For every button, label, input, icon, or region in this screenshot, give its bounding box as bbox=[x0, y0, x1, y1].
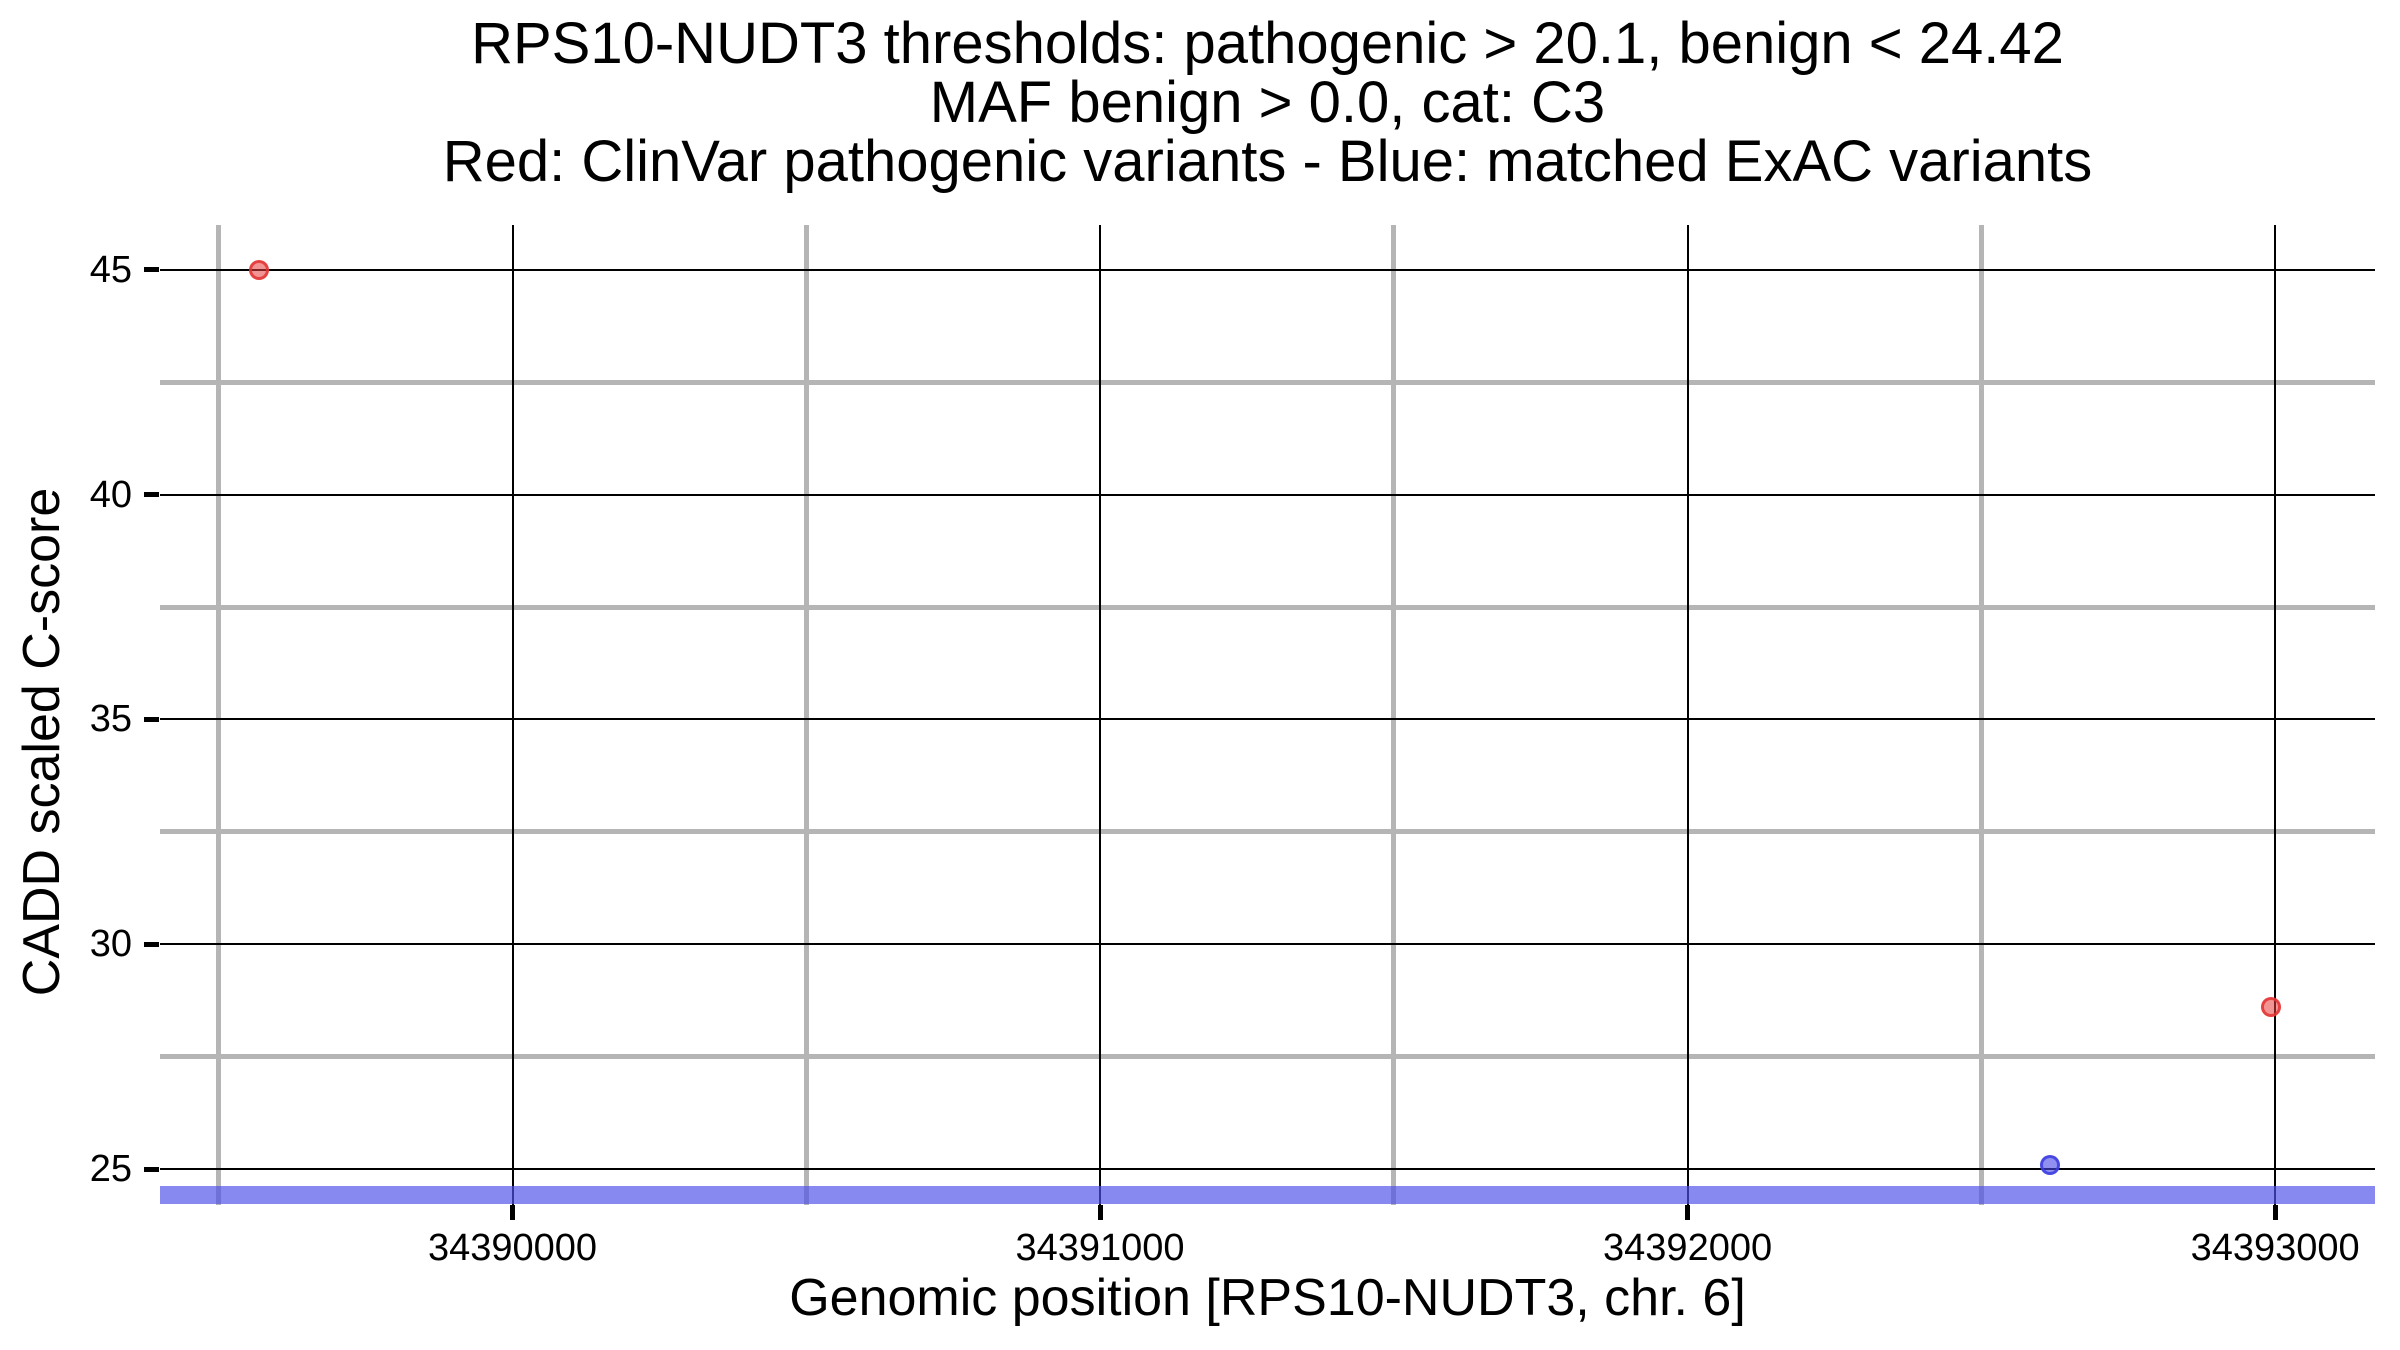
y-tick-label: 35 bbox=[89, 698, 132, 741]
x-tick-label: 34390000 bbox=[427, 1227, 598, 1269]
x-tick bbox=[2272, 1205, 2278, 1220]
x-minor-gridline bbox=[1978, 225, 1984, 1205]
x-axis-title: Genomic position [RPS10-NUDT3, chr. 6] bbox=[789, 1269, 1746, 1327]
x-minor-gridline bbox=[216, 225, 222, 1205]
y-tick bbox=[144, 267, 159, 273]
y-major-gridline bbox=[160, 493, 2375, 496]
y-tick-label: 45 bbox=[89, 248, 132, 291]
x-minor-gridline bbox=[803, 225, 809, 1205]
chart-title-line-3: Red: ClinVar pathogenic variants - Blue:… bbox=[442, 129, 2093, 194]
y-axis-title: CADD scaled C-score bbox=[13, 487, 71, 997]
x-major-gridline bbox=[511, 225, 514, 1205]
data-point-red bbox=[2261, 997, 2281, 1018]
x-tick-label: 34391000 bbox=[1015, 1227, 1185, 1269]
y-minor-gridline bbox=[160, 604, 2375, 610]
y-tick bbox=[144, 492, 159, 498]
y-minor-gridline bbox=[160, 379, 2375, 385]
data-point-blue bbox=[2040, 1154, 2061, 1175]
x-major-gridline bbox=[1686, 225, 1689, 1205]
x-tick bbox=[1685, 1205, 1691, 1220]
chart-title: RPS10-NUDT3 thresholds: pathogenic > 20.… bbox=[160, 14, 2375, 191]
benign-threshold-band bbox=[160, 1186, 2375, 1205]
y-tick-label: 30 bbox=[89, 923, 132, 966]
plot-panel bbox=[160, 225, 2375, 1205]
x-major-gridline bbox=[2274, 225, 2277, 1205]
y-tick-label: 40 bbox=[89, 473, 132, 516]
data-point-red bbox=[248, 259, 269, 280]
y-tick bbox=[144, 1166, 159, 1172]
x-tick-label: 34393000 bbox=[2190, 1227, 2360, 1269]
x-major-gridline bbox=[1099, 225, 1102, 1205]
x-tick-label: 34392000 bbox=[1603, 1227, 1773, 1269]
y-tick-label: 25 bbox=[89, 1148, 132, 1191]
y-tick bbox=[144, 941, 159, 947]
chart-title-line-1: RPS10-NUDT3 thresholds: pathogenic > 20.… bbox=[471, 11, 2064, 76]
y-minor-gridline bbox=[160, 1054, 2375, 1060]
chart-title-line-2: MAF benign > 0.0, cat: C3 bbox=[929, 70, 1606, 135]
y-major-gridline bbox=[160, 943, 2375, 946]
y-major-gridline bbox=[160, 1168, 2375, 1171]
y-minor-gridline bbox=[160, 829, 2375, 835]
x-tick bbox=[1097, 1205, 1103, 1220]
x-minor-gridline bbox=[1391, 225, 1397, 1205]
y-tick bbox=[144, 716, 159, 722]
y-major-gridline bbox=[160, 718, 2375, 721]
y-major-gridline bbox=[160, 268, 2375, 271]
x-tick bbox=[510, 1205, 516, 1220]
